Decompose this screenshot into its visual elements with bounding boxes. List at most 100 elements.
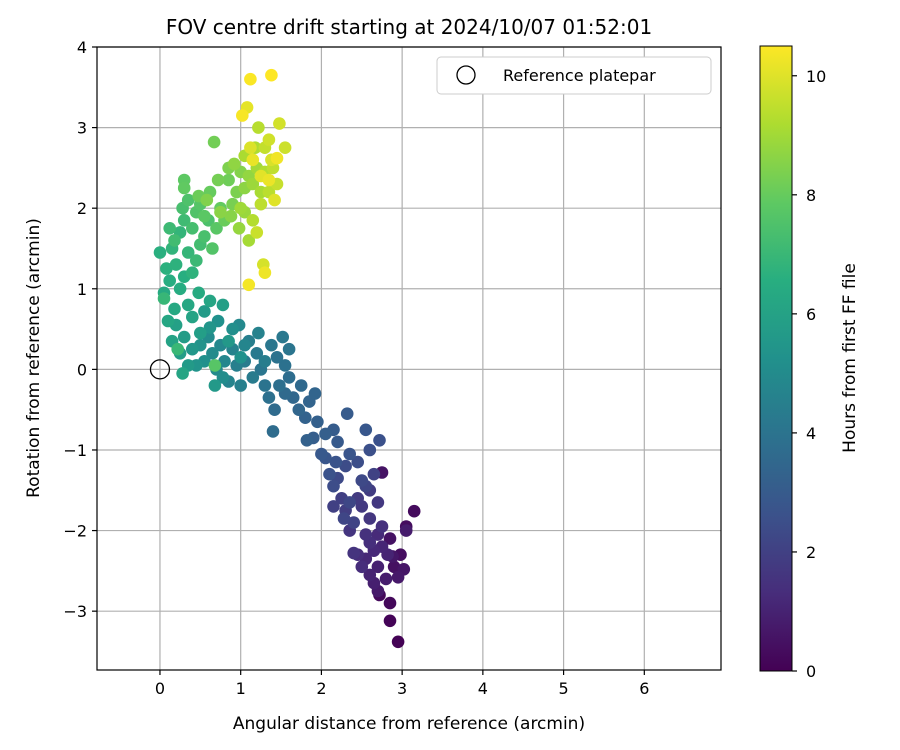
scatter-point <box>208 359 222 372</box>
scatter-point <box>343 496 357 509</box>
scatter-point <box>226 322 239 336</box>
scatter-point <box>258 355 272 368</box>
scatter-point <box>216 371 230 384</box>
y-tick-label: 3 <box>77 119 87 138</box>
scatter-point <box>282 342 296 356</box>
scatter-point <box>203 294 217 308</box>
colorbar-tick-label: 8 <box>806 186 816 205</box>
scatter-point <box>246 153 260 167</box>
scatter-point <box>276 330 290 344</box>
scatter-point <box>224 209 238 223</box>
scatter-point <box>246 214 260 227</box>
y-axis-label: Rotation from reference (arcmin) <box>24 218 44 498</box>
scatter-point <box>273 379 286 392</box>
scatter-point <box>250 347 264 360</box>
scatter-point <box>200 193 214 207</box>
scatter-point <box>383 532 397 545</box>
scatter-point <box>244 141 257 154</box>
y-tick-label: −2 <box>63 522 87 541</box>
scatter-point <box>246 177 260 191</box>
scatter-point <box>278 141 292 154</box>
y-tick-label: 2 <box>77 199 87 218</box>
scatter-point <box>371 560 385 574</box>
plot-frame <box>96 46 722 671</box>
legend-marker-icon <box>456 65 476 85</box>
scatter-point <box>265 68 278 82</box>
scatter-point <box>222 334 235 348</box>
scatter-point <box>268 193 281 207</box>
scatter-point <box>198 209 211 223</box>
scatter-point <box>258 266 272 280</box>
scatter-point <box>311 415 324 429</box>
x-tick-label: 6 <box>639 679 649 698</box>
scatter-point <box>176 367 189 380</box>
scatter-point <box>355 560 369 574</box>
scatter-point <box>206 242 219 255</box>
scatter-point <box>319 427 332 441</box>
colorbar-tick-label: 6 <box>806 305 816 324</box>
scatter-point <box>347 546 361 560</box>
scatter-point <box>168 302 181 316</box>
scatter-point <box>363 512 377 525</box>
scatter-point <box>177 214 191 227</box>
scatter-point <box>208 379 222 392</box>
scatter-point <box>210 222 223 235</box>
x-tick-label: 2 <box>316 679 326 698</box>
reference-marker-layer <box>149 359 171 380</box>
colorbar-label: Hours from first FF file <box>840 263 860 453</box>
colorbar-tick-label: 0 <box>806 662 816 681</box>
scatter-point <box>198 230 211 243</box>
x-axis-ticks: 0 1 2 3 4 5 6 <box>155 670 649 698</box>
scatter-point <box>186 222 199 235</box>
scatter-point <box>227 157 241 171</box>
x-tick-label: 4 <box>478 679 488 698</box>
scatter-point <box>363 568 377 582</box>
y-tick-label: 0 <box>77 360 87 379</box>
scatter-point <box>282 371 296 384</box>
scatter-point <box>171 342 184 356</box>
scatter-point <box>399 524 413 537</box>
x-axis-label: Angular distance from reference (arcmin) <box>233 714 585 734</box>
scatter-point <box>190 254 203 267</box>
scatter-point <box>177 330 191 344</box>
scatter-point <box>258 379 272 392</box>
scatter-point <box>262 391 276 404</box>
y-tick-label: 1 <box>77 280 87 299</box>
scatter-point <box>192 286 205 300</box>
scatter-point <box>331 435 344 449</box>
scatter-point <box>347 516 361 529</box>
scatter-point <box>355 474 369 487</box>
scatter-point <box>265 338 278 352</box>
scatter-point <box>186 342 199 356</box>
scatter-point <box>169 258 183 271</box>
scatter-point <box>206 347 219 360</box>
scatter-point <box>181 246 195 259</box>
scatter-point <box>329 455 343 469</box>
scatter-point <box>327 479 340 493</box>
scatter-point <box>308 387 322 400</box>
scatter-point <box>292 403 306 417</box>
y-axis-ticks: −3 −2 −1 0 1 2 3 4 <box>63 38 97 621</box>
chart-title: FOV centre drift starting at 2024/10/07 … <box>166 15 652 39</box>
scatter-point <box>153 246 167 259</box>
scatter-point <box>234 379 247 392</box>
scatter-point <box>339 459 352 473</box>
scatter-point <box>367 467 381 481</box>
scatter-point <box>163 222 176 235</box>
scatter-point <box>234 201 247 215</box>
x-tick-label: 3 <box>397 679 407 698</box>
scatter-point <box>273 117 286 130</box>
scatter-point <box>270 151 284 165</box>
scatter-point <box>236 109 249 122</box>
scatter-point <box>216 298 230 312</box>
scatter-point <box>161 314 175 328</box>
x-tick-label: 0 <box>155 679 165 698</box>
scatter-point <box>294 379 308 392</box>
scatter-point <box>391 571 405 584</box>
x-tick-label: 1 <box>236 679 246 698</box>
scatter-point <box>168 234 181 247</box>
scatter-point <box>250 226 264 239</box>
scatter-point <box>254 197 268 211</box>
scatter-point <box>359 528 373 541</box>
colorbar-tick-label: 4 <box>806 424 816 443</box>
